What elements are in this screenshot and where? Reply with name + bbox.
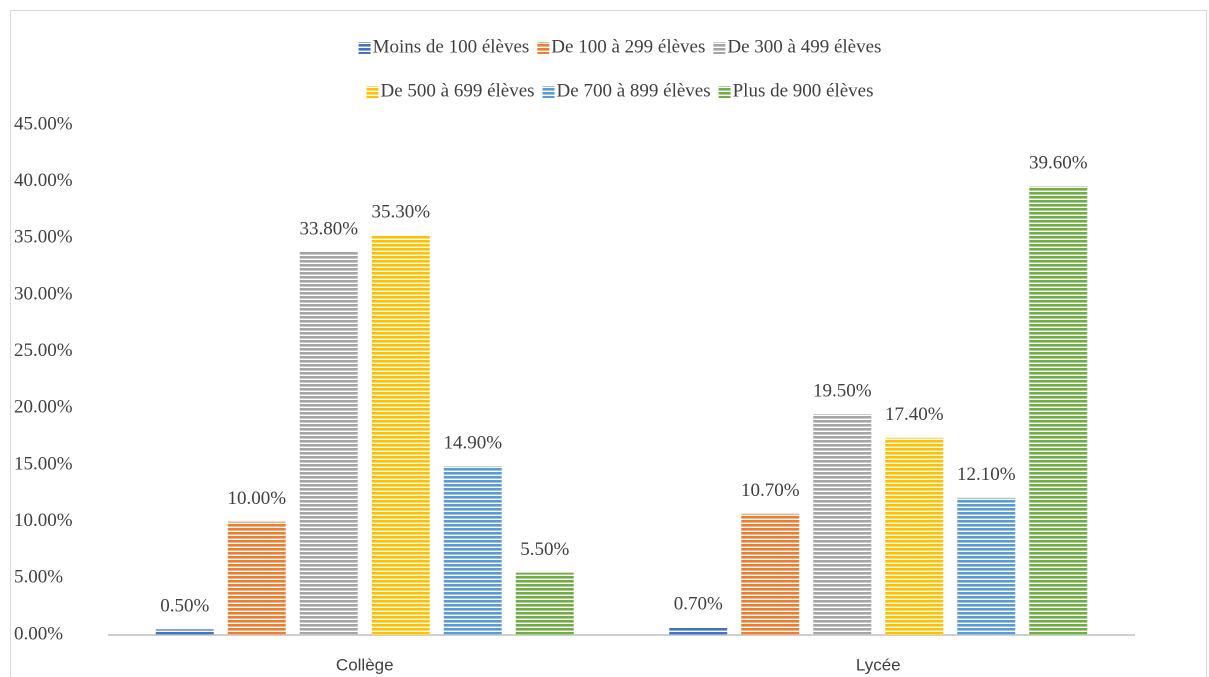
data-label: 0.70% <box>674 593 723 614</box>
legend-label: Plus de 900 élèves <box>733 80 874 101</box>
data-label: 10.00% <box>227 488 286 509</box>
bar <box>957 497 1016 635</box>
data-label: 0.50% <box>160 596 209 617</box>
data-label: 10.70% <box>741 480 800 501</box>
bar <box>443 466 502 635</box>
bar <box>371 234 430 635</box>
y-tick-label: 15.00% <box>14 453 73 474</box>
y-tick-label: 20.00% <box>14 397 73 418</box>
y-tick-label: 0.00% <box>14 623 63 644</box>
legend-label: De 300 à 499 élèves <box>727 36 881 57</box>
legend-label: Moins de 100 élèves <box>373 36 530 57</box>
bar <box>299 251 358 635</box>
x-tick-label: Collège <box>336 655 394 674</box>
data-label: 12.10% <box>957 464 1016 485</box>
legend-label: De 500 à 699 élèves <box>380 80 534 101</box>
legend-item: Plus de 900 élèves <box>718 80 874 101</box>
legend-swatch <box>718 86 731 98</box>
legend-item: De 700 à 899 élèves <box>542 80 711 101</box>
legend-swatch <box>713 42 726 54</box>
bar <box>885 437 944 635</box>
legend-swatch <box>542 86 555 98</box>
data-label: 33.80% <box>299 218 358 239</box>
legend-label: De 700 à 899 élèves <box>557 80 711 101</box>
legend-swatch <box>537 42 550 54</box>
legend-swatch <box>366 86 379 98</box>
data-label: 5.50% <box>520 539 569 560</box>
y-tick-label: 30.00% <box>14 283 73 304</box>
y-tick-label: 25.00% <box>14 340 73 361</box>
y-tick-label: 45.00% <box>14 113 73 134</box>
bar <box>669 627 728 635</box>
data-label: 17.40% <box>885 404 944 425</box>
bar <box>741 513 800 635</box>
y-tick-label: 40.00% <box>14 170 73 191</box>
data-label: 14.90% <box>443 432 502 453</box>
legend-item: Moins de 100 élèves <box>358 36 530 57</box>
legend-item: De 500 à 699 élèves <box>366 80 535 101</box>
legend-swatch <box>358 42 371 54</box>
data-label: 19.50% <box>813 380 872 401</box>
y-tick-label: 35.00% <box>14 227 73 248</box>
data-label: 35.30% <box>371 201 430 222</box>
bar <box>227 521 286 635</box>
y-tick-label: 10.00% <box>14 510 73 531</box>
legend-item: De 100 à 299 élèves <box>537 36 705 57</box>
legend-label: De 100 à 299 élèves <box>551 36 705 57</box>
bar <box>515 572 574 635</box>
bar <box>1029 186 1088 635</box>
bar <box>155 629 214 635</box>
data-label: 39.60% <box>1029 153 1088 174</box>
y-tick-label: 5.00% <box>14 567 63 588</box>
legend-item: De 300 à 499 élèves <box>713 36 881 57</box>
chart-border <box>10 10 1207 677</box>
bar <box>813 414 872 635</box>
x-tick-label: Lycée <box>856 655 901 674</box>
